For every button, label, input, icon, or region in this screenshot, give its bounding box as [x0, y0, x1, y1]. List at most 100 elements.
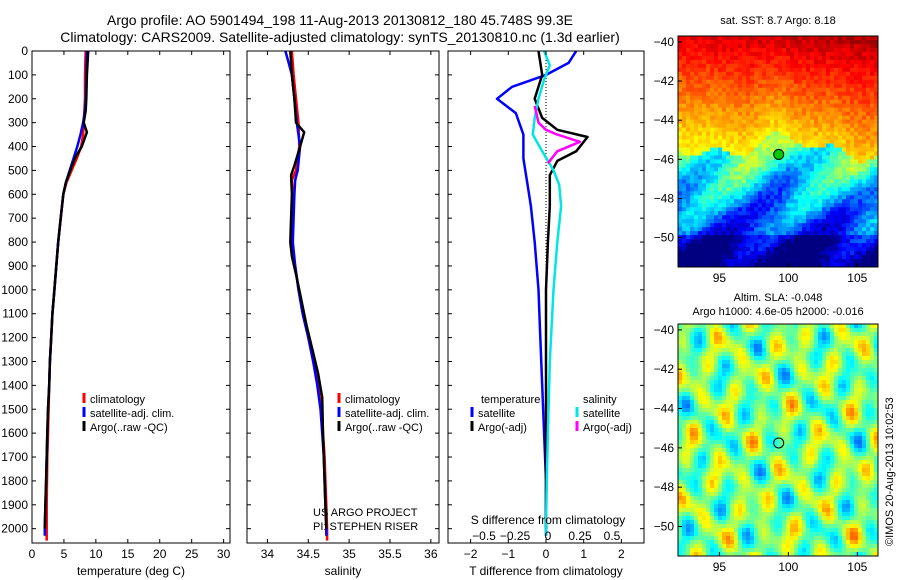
sst-map-cell [682, 123, 687, 129]
sst-map-cell [794, 211, 799, 216]
sst-map-cell [682, 55, 687, 61]
sst-map-cell [742, 251, 747, 256]
sla-map-cell [822, 364, 827, 369]
sst-map-cell [874, 195, 878, 200]
sst-map-cell [766, 259, 771, 264]
t-difference-label: T difference from climatology [469, 564, 623, 578]
sst-map-cell [690, 39, 695, 45]
sst-map-cell [810, 155, 815, 161]
sst-map-cell [738, 247, 743, 252]
sst-map-cell [818, 199, 823, 204]
sst-map-cell [806, 119, 811, 125]
sst-map-cell [726, 175, 731, 180]
sla-map-cell [814, 436, 819, 441]
sst-map-cell [802, 99, 807, 105]
sla-map-cell [686, 368, 691, 373]
sst-map-cell [782, 59, 787, 65]
sla-map-cell [870, 448, 875, 453]
sla-map-cell [766, 464, 771, 469]
sst-map-cell [730, 43, 735, 49]
sst-map-cell [710, 99, 715, 105]
sst-map-cell [726, 95, 731, 101]
sst-map-cell [830, 159, 835, 165]
sst-map-cell [722, 223, 727, 228]
sst-map-cell [774, 67, 779, 73]
salinity-xlabel: salinity [325, 564, 362, 578]
sst-map-cell [770, 207, 775, 212]
sst-map-cell [678, 179, 683, 184]
sla-map-cell [714, 432, 719, 437]
sla-map-cell [822, 328, 827, 333]
sla-map-cell [678, 360, 683, 365]
sst-map-cell [678, 239, 683, 244]
sst-map-cell [758, 247, 763, 252]
sst-map-cell [826, 139, 831, 145]
sst-map-cell [802, 43, 807, 49]
sst-map-cell [686, 263, 691, 267]
sla-map-cell [830, 324, 835, 329]
sst-map-cell [690, 231, 695, 236]
sst-map-cell [730, 259, 735, 264]
sst-map-cell [842, 51, 847, 57]
sst-map-cell [826, 259, 831, 264]
sst-map-cell [722, 135, 727, 141]
sst-map-cell [742, 163, 747, 169]
sla-map-cell [678, 408, 683, 413]
sla-map-cell [834, 324, 839, 329]
sst-map-cell [730, 127, 735, 133]
sst-map-cell [774, 139, 779, 145]
sla-map-cell [722, 424, 727, 429]
sst-map-cell [742, 179, 747, 184]
sla-map-cell [766, 376, 771, 381]
sla-map-cell [814, 404, 819, 409]
sst-map-cell [718, 123, 723, 129]
sst-map-cell [822, 215, 827, 220]
sst-map-cell [758, 155, 763, 161]
sla-map-cell [778, 452, 783, 457]
sst-map-cell [842, 179, 847, 184]
sst-map-cell [874, 51, 878, 57]
sst-map-cell [830, 231, 835, 236]
sla-map-cell [794, 448, 799, 453]
sst-map-cell [834, 247, 839, 252]
sst-map-cell [810, 227, 815, 232]
sst-map-cell [702, 235, 707, 240]
sla-map-cell [766, 388, 771, 393]
sst-map-cell [830, 211, 835, 216]
sla-map-cell [846, 328, 851, 333]
sst-map-cell [842, 71, 847, 77]
sst-map-cell [830, 39, 835, 45]
sst-map-cell [830, 183, 835, 188]
sla-map-cell [718, 352, 723, 357]
sst-map-cell [702, 111, 707, 117]
sla-map-cell [710, 460, 715, 465]
sst-map-cell [710, 139, 715, 145]
sla-map-cell [686, 464, 691, 469]
sst-map-cell [870, 147, 875, 153]
sst-map-cell [734, 43, 739, 49]
sst-map-cell [842, 175, 847, 180]
sla-map-cell [794, 436, 799, 441]
sla-map-cell [814, 372, 819, 377]
sla-map-cell [830, 428, 835, 433]
sst-map-cell [862, 211, 867, 216]
sla-map-cell [770, 368, 775, 373]
sst-map-cell [802, 71, 807, 77]
sst-map-cell [786, 191, 791, 196]
sla-map-cell [810, 380, 815, 385]
sla-map-cell [794, 428, 799, 433]
sst-map-cell [802, 123, 807, 129]
sst-map-cell [842, 203, 847, 208]
sst-map-cell [686, 259, 691, 264]
sst-map-cell [818, 143, 823, 149]
sla-map-cell [774, 464, 779, 469]
sst-map-cell [698, 103, 703, 109]
sst-map-cell [814, 183, 819, 188]
sst-map-cell [702, 103, 707, 109]
sst-map-cell [710, 43, 715, 49]
sst-map-cell [862, 183, 867, 188]
sst-map-cell [682, 127, 687, 133]
sla-map-cell [794, 348, 799, 353]
sst-map-cell [842, 39, 847, 45]
sla-map-cell [754, 444, 759, 449]
